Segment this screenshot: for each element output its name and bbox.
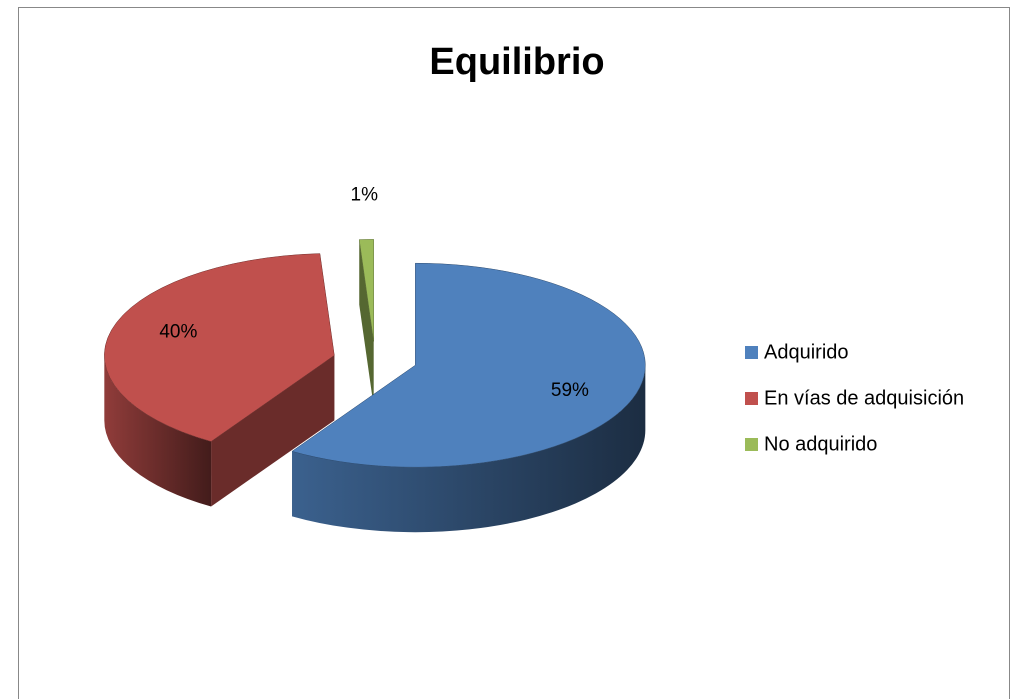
legend-label: Adquirido [764, 341, 849, 363]
slice-top [291, 262, 646, 468]
legend-swatch [745, 346, 758, 359]
slice-wall [104, 355, 212, 507]
slice-top [358, 239, 374, 342]
legend-label: En vías de adquisición [764, 387, 964, 409]
slice-side [211, 355, 335, 507]
pie-slice [291, 262, 646, 533]
data-label: 40% [159, 321, 197, 342]
slice-top [104, 253, 335, 442]
slice-side [359, 239, 374, 407]
legend-swatch [745, 392, 758, 405]
pie-slice [104, 253, 335, 507]
slice-wall [292, 365, 646, 533]
chart-title: Equilibrio [429, 41, 604, 83]
legend-swatch [745, 438, 758, 451]
data-label: 59% [551, 380, 589, 401]
pie-slice [358, 239, 374, 407]
legend-label: No adquirido [764, 433, 877, 455]
data-label: 1% [351, 185, 379, 206]
